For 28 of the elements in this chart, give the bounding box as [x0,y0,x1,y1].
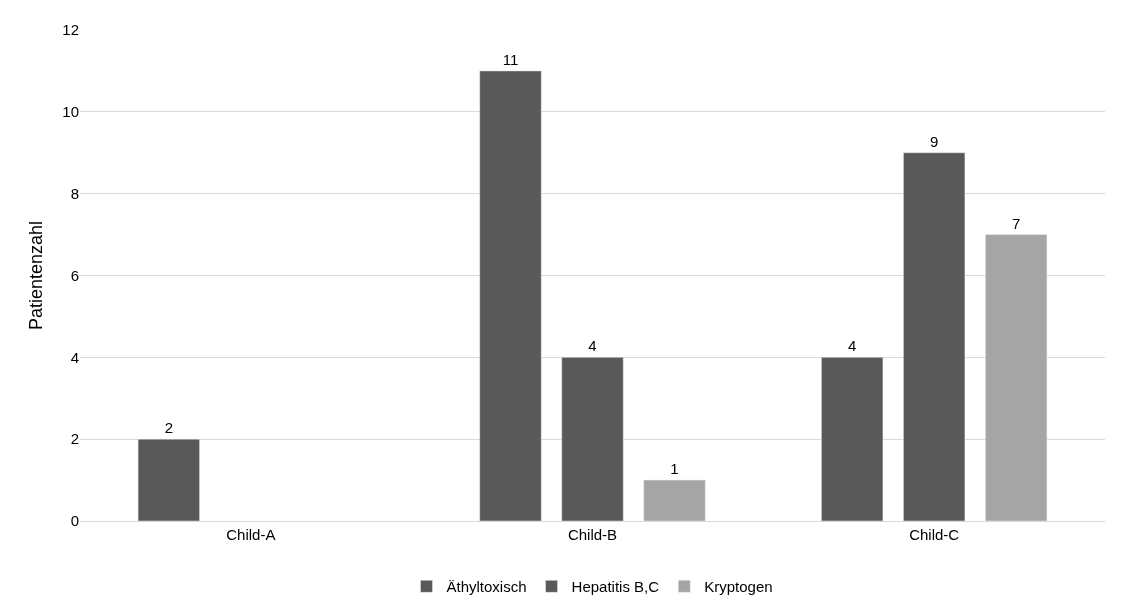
data-label: 2 [164,419,173,437]
bar [821,357,884,521]
y-tick-label: 4 [70,348,79,366]
y-tick-label: 6 [70,266,79,284]
data-label: 9 [930,132,939,150]
bar [561,357,624,521]
data-label: 11 [502,50,519,68]
y-tick-label: 12 [62,21,79,39]
y-tick-label: 0 [70,512,79,530]
bar [137,438,200,521]
data-label: 4 [588,337,597,355]
legend-label: Äthyltoxisch [446,578,527,596]
legend-label: Hepatitis B,C [571,578,660,596]
bar [903,152,966,521]
y-axis-title: Patientenzahl [25,220,46,331]
x-tick-label: Child-C [909,526,960,543]
data-label: 4 [848,337,857,355]
x-tick-label: Child-B [567,526,618,543]
bar [479,70,542,521]
y-tick-label: 2 [70,430,79,448]
y-tick-label: 10 [62,103,79,121]
bar [985,234,1048,521]
y-tick-label: 8 [70,184,79,202]
data-label: 1 [670,460,679,478]
bar [643,479,706,521]
legend-label: Kryptogen [704,578,773,596]
x-tick-label: Child-A [226,526,276,543]
data-label: 7 [1012,214,1021,232]
